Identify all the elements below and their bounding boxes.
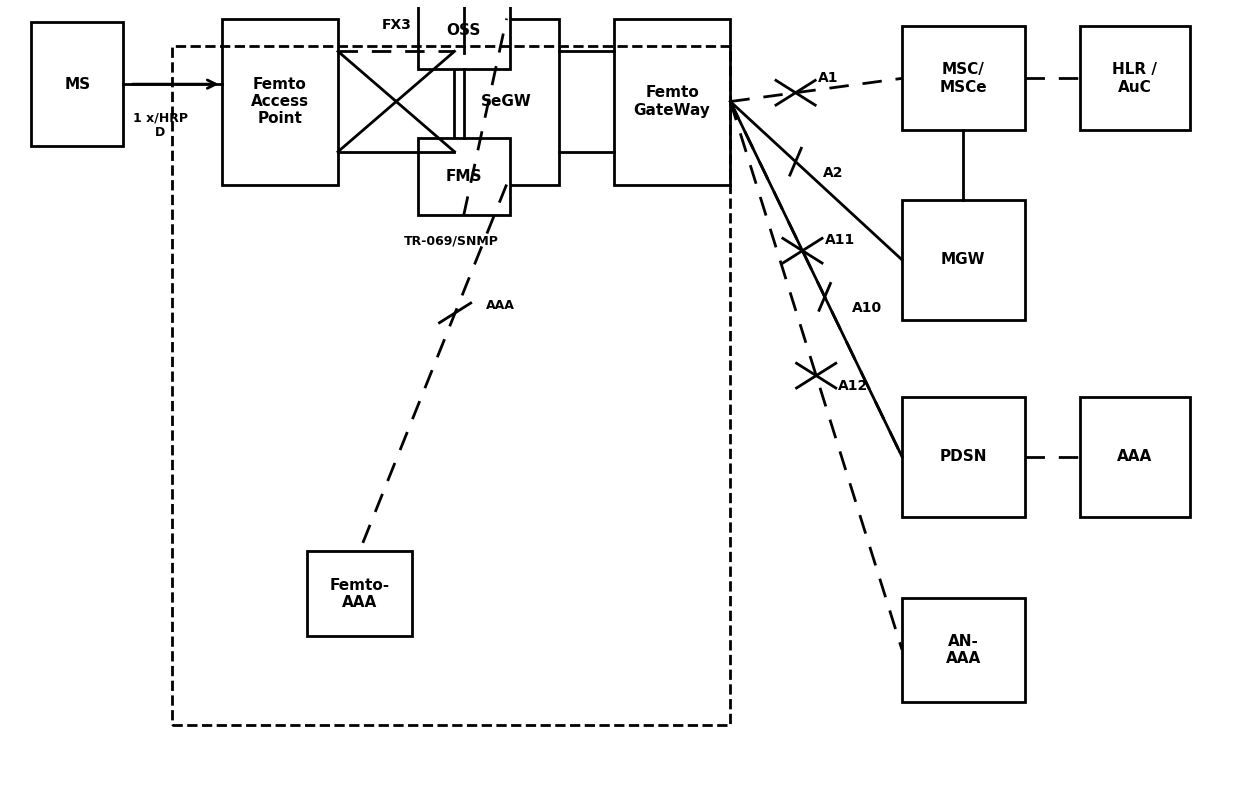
Text: A11: A11 [825,233,854,247]
Text: FX3: FX3 [381,18,412,32]
Text: TR-069/SNMP: TR-069/SNMP [404,235,498,248]
Text: Femto
Access
Point: Femto Access Point [250,76,309,127]
Text: A1: A1 [817,71,838,85]
Bar [1080,26,1190,130]
Text: AAA: AAA [486,299,515,312]
Text: A12: A12 [838,380,868,394]
Text: SeGW: SeGW [481,94,532,109]
Text: HLR /
AuC: HLR / AuC [1112,62,1157,94]
Text: Femto-
AAA: Femto- AAA [330,578,389,610]
Bar [31,22,124,146]
Bar [901,200,1024,320]
Bar [1080,397,1190,516]
Bar [418,0,510,68]
Text: MGW: MGW [941,252,986,267]
Bar [172,46,730,725]
Bar [901,397,1024,516]
Text: PDSN: PDSN [940,450,987,465]
Bar [222,19,339,185]
Bar [901,26,1024,130]
Text: AN-
AAA: AN- AAA [946,634,981,666]
Text: A10: A10 [852,301,882,314]
Text: MSC/
MSCe: MSC/ MSCe [940,62,987,94]
Text: FMS: FMS [445,169,482,184]
Text: OSS: OSS [446,23,481,38]
Bar [455,19,559,185]
Bar [308,551,412,636]
Text: Femto
GateWay: Femto GateWay [634,86,711,118]
Text: A2: A2 [822,166,843,179]
Bar [901,597,1024,702]
Bar [614,19,730,185]
Bar [418,138,510,215]
Text: 1 x/HRP
D: 1 x/HRP D [133,111,187,139]
Text: AAA: AAA [1117,450,1153,465]
Text: MS: MS [64,77,91,92]
